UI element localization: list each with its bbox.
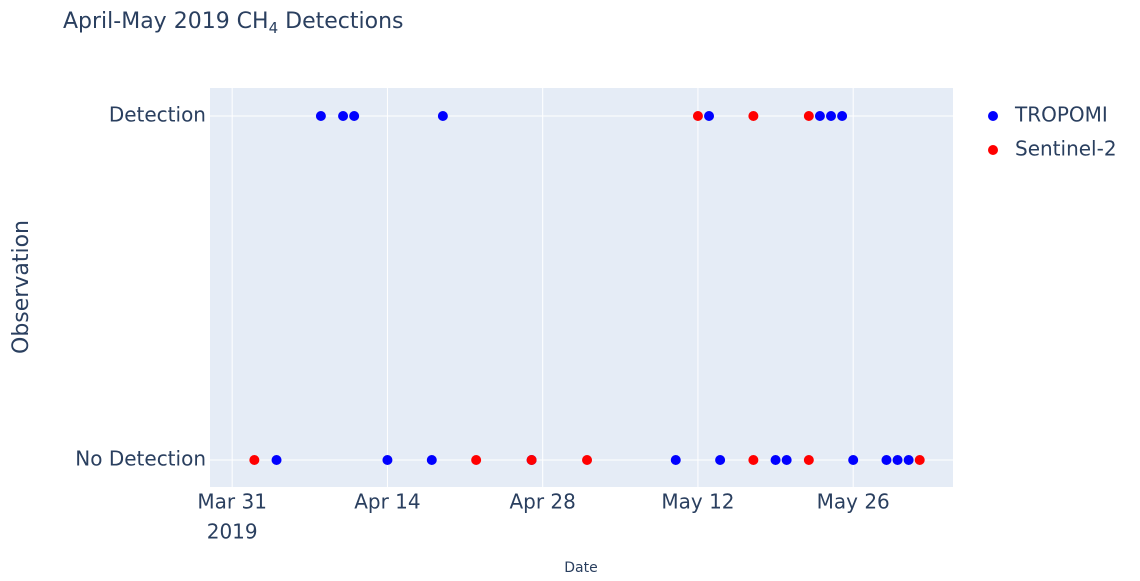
plot-area — [210, 88, 953, 487]
x-axis-title: Date — [564, 560, 597, 576]
point — [471, 455, 482, 465]
point — [803, 111, 814, 121]
point — [715, 455, 726, 465]
y-tick-label: Detection — [109, 103, 206, 127]
point — [692, 111, 703, 121]
point — [382, 455, 393, 465]
point — [315, 111, 326, 121]
point — [814, 111, 825, 121]
point — [338, 111, 349, 121]
point — [249, 455, 260, 465]
point — [582, 455, 593, 465]
y-tick-label: No Detection — [75, 447, 206, 471]
point — [704, 111, 715, 121]
x-tick-label: May 26 — [817, 490, 890, 514]
legend-label: Sentinel-2 — [1015, 137, 1117, 161]
point — [903, 455, 914, 465]
x-tick-label: Mar 31 — [197, 490, 267, 514]
x-tick-label: 2019 — [207, 520, 258, 544]
chart-title: April-May 2019 CH4 Detections — [63, 9, 403, 37]
point — [848, 455, 859, 465]
point — [426, 455, 437, 465]
point — [892, 455, 903, 465]
title-text: Detections — [278, 9, 403, 34]
point — [781, 455, 792, 465]
point — [526, 455, 537, 465]
y-axis-title: Observation — [9, 220, 34, 354]
legend-label: TROPOMI — [1014, 103, 1108, 127]
x-tick-label: May 12 — [661, 490, 734, 514]
x-tick-label: Apr 14 — [354, 490, 420, 514]
point — [437, 111, 448, 121]
legend-marker — [988, 145, 998, 155]
point — [770, 455, 781, 465]
point — [914, 455, 925, 465]
point — [881, 455, 892, 465]
point — [803, 455, 814, 465]
point — [748, 111, 759, 121]
x-tick-label: Apr 28 — [509, 490, 575, 514]
point — [837, 111, 848, 121]
title-text: April-May 2019 CH — [63, 9, 269, 34]
point — [748, 455, 759, 465]
point — [349, 111, 360, 121]
title-subscript: 4 — [269, 19, 279, 37]
point — [271, 455, 282, 465]
point — [826, 111, 837, 121]
point — [670, 455, 681, 465]
legend-marker — [988, 111, 998, 121]
